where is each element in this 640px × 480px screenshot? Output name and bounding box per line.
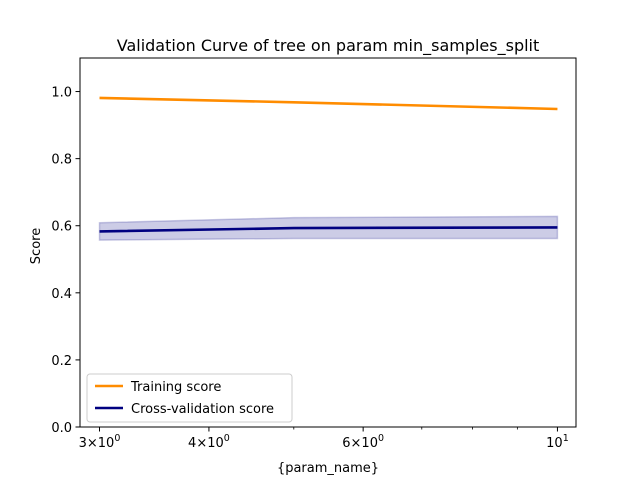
x-tick-label: 6×100 bbox=[342, 433, 384, 451]
chart-title: Validation Curve of tree on param min_sa… bbox=[117, 36, 540, 56]
legend-box bbox=[86, 373, 293, 423]
legend-label-0: Training score bbox=[130, 380, 221, 395]
x-tick-label: 3×100 bbox=[79, 433, 121, 451]
series-line-1 bbox=[99, 226, 558, 233]
series-line-0 bbox=[99, 96, 558, 111]
y-tick-label: 0.0 bbox=[51, 421, 72, 436]
x-tick-label: 101 bbox=[546, 433, 569, 451]
y-tick-label: 0.2 bbox=[51, 354, 72, 369]
legend-label-1: Cross-validation score bbox=[131, 402, 274, 417]
x-axis-label: {param_name} bbox=[277, 461, 379, 476]
y-axis-label: Score bbox=[29, 228, 44, 264]
axes-frame bbox=[79, 57, 577, 428]
x-tick-label: 4×100 bbox=[188, 433, 230, 451]
y-tick-label: 0.6 bbox=[51, 220, 72, 235]
y-tick-label: 0.8 bbox=[51, 153, 72, 168]
y-tick-label: 0.4 bbox=[51, 287, 72, 302]
legend: Training score Cross-validation score bbox=[86, 373, 293, 423]
plot-area: 0.0 0.2 0.4 0.6 0.8 1.0 3×100 4×100 6×100 101 bbox=[51, 57, 577, 451]
y-tick-label: 1.0 bbox=[51, 86, 72, 101]
